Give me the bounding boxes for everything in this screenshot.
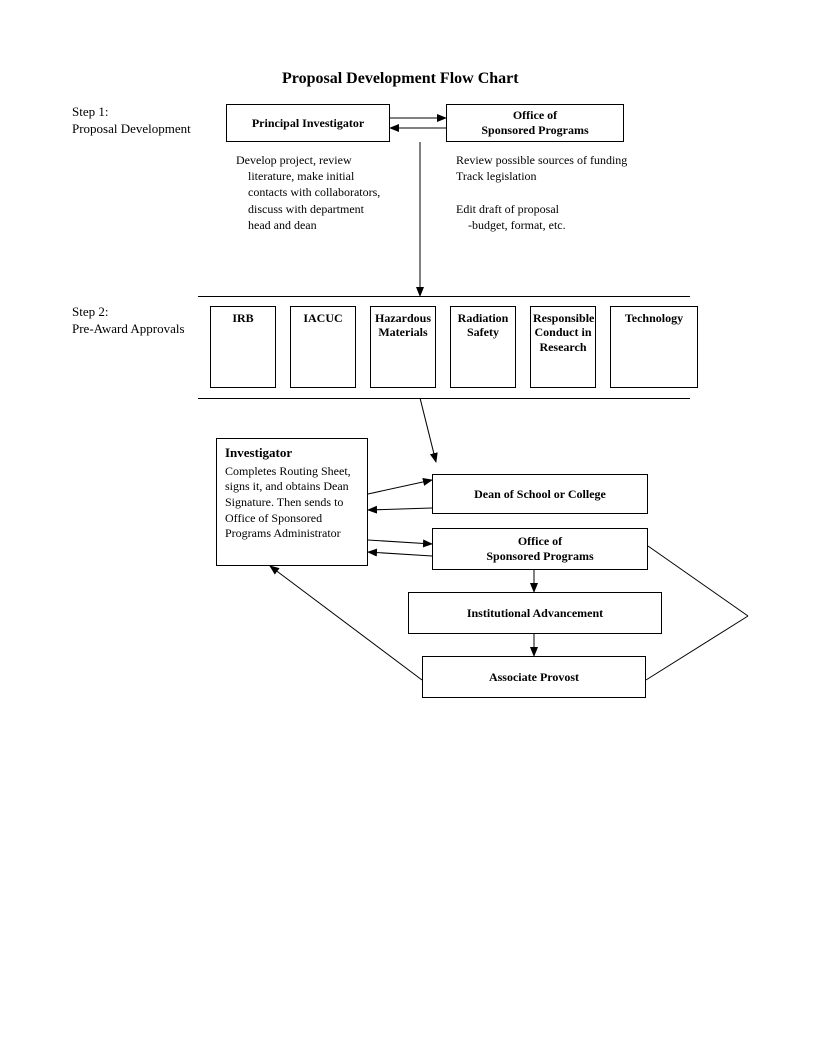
arrows-layer xyxy=(0,0,816,1056)
